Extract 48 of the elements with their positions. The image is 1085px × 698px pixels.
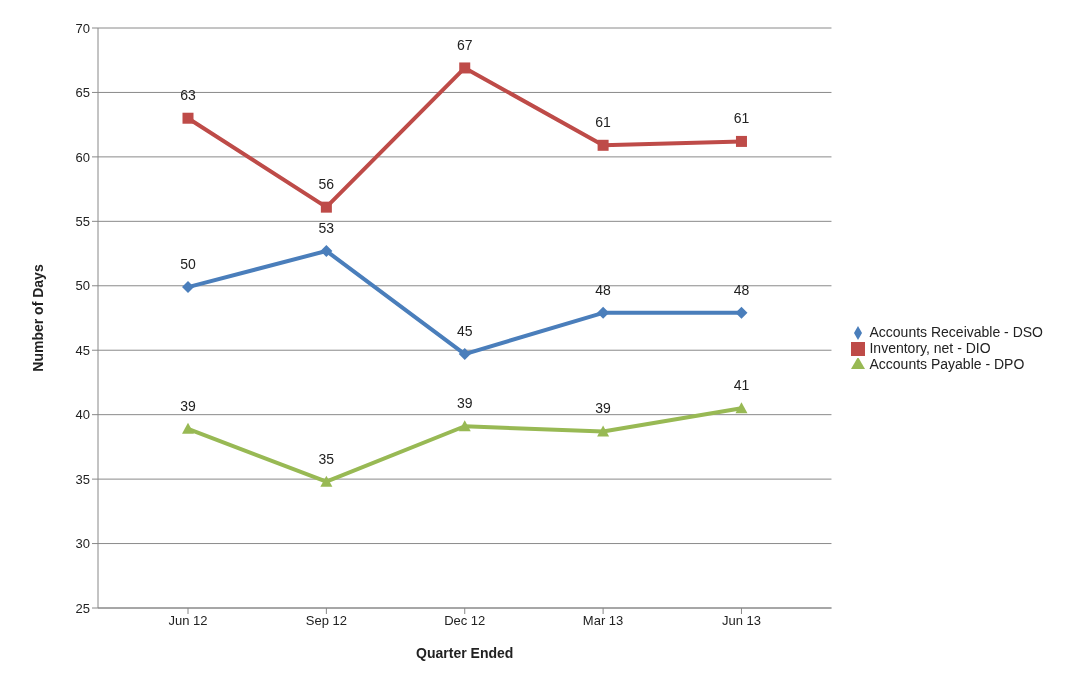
point: [320, 475, 333, 487]
data-label: 39: [180, 397, 196, 414]
point: [597, 139, 609, 151]
data-label: 56: [318, 176, 335, 193]
point: [597, 425, 610, 437]
point: [182, 112, 194, 124]
y-tick-label: 40: [75, 407, 90, 423]
point: [182, 422, 194, 434]
y-tick-label: 25: [75, 600, 90, 616]
x-tick-label: Jun 12: [168, 613, 208, 629]
data-label: 48: [595, 281, 612, 298]
point: [320, 201, 332, 213]
data-label: 53: [318, 219, 335, 236]
data-label: 50: [180, 256, 196, 273]
data-label: 39: [456, 395, 473, 412]
y-tick-label: 45: [75, 342, 90, 358]
y-tick-label: 70: [75, 20, 90, 36]
point: [458, 348, 471, 361]
y-tick-label: 35: [75, 471, 90, 487]
data-label: 67: [456, 36, 473, 53]
point: [182, 281, 194, 294]
point: [735, 402, 748, 414]
data-label: 41: [733, 377, 750, 394]
x-tick-label: Sep 12: [305, 613, 347, 629]
x-tick-label: Mar 13: [582, 613, 624, 629]
data-label: 39: [595, 400, 612, 417]
y-tick-label: 55: [75, 213, 90, 229]
x-tick-label: Jun 13: [721, 613, 761, 629]
data-label: 48: [733, 281, 750, 298]
y-tick-label: 30: [75, 536, 90, 552]
data-label: 61: [595, 114, 612, 131]
data-label: 63: [180, 87, 196, 104]
data-label: 45: [456, 323, 473, 340]
data-label: 35: [318, 450, 335, 467]
data-label: 61: [733, 110, 750, 127]
legend-label: Accounts Receivable - DSO: [869, 323, 1043, 340]
y-tick-label: 50: [75, 278, 90, 294]
point: [735, 135, 747, 147]
legend-label: Inventory, net - DIO: [869, 339, 991, 356]
point: [459, 62, 471, 74]
y-axis-title: Number of Days: [29, 264, 46, 372]
point: [320, 244, 333, 257]
legend-label: Accounts Payable - DPO: [869, 356, 1025, 373]
y-tick-label: 60: [75, 149, 90, 165]
y-tick-label: 65: [75, 85, 90, 101]
x-tick-label: Dec 12: [444, 613, 486, 629]
x-axis-title: Quarter Ended: [416, 645, 514, 661]
point: [458, 420, 471, 432]
